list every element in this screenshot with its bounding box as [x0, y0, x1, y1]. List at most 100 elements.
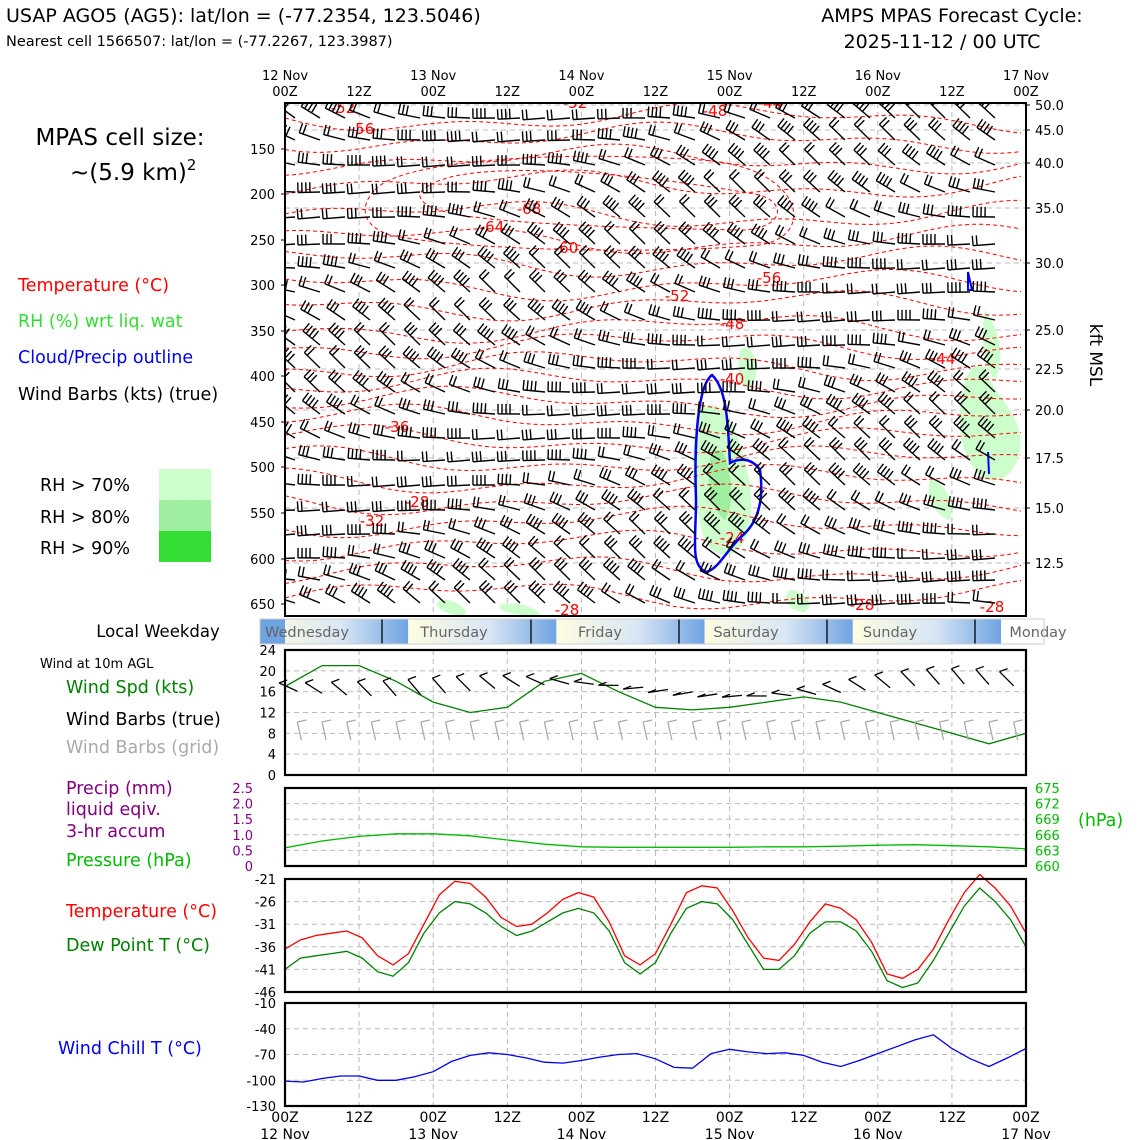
wind-barb-feather	[959, 498, 963, 509]
wind-barb	[523, 360, 546, 369]
wind-barb	[522, 163, 546, 166]
wind-barb-feather	[380, 128, 383, 139]
wind-barb-feather	[556, 494, 563, 505]
wind-barb-feather	[575, 490, 582, 500]
wind-barb-feather	[712, 519, 721, 528]
wind-barb-feather	[506, 559, 515, 569]
wind-barb-10m-feather	[721, 693, 731, 698]
wind-barb-feather	[803, 396, 810, 407]
wind-barb-feather	[759, 592, 762, 603]
wind-barb-feather	[334, 547, 337, 558]
wind-barb	[285, 381, 296, 393]
wind-barb-feather	[722, 399, 727, 410]
pressure-unit: (hPa)	[1078, 811, 1123, 831]
wind-barb-feather	[528, 327, 535, 337]
wind-barb-feather	[401, 425, 404, 437]
wind-barb-feather	[861, 177, 869, 187]
wind-barb-feather	[549, 326, 555, 337]
pressure-tick: 675	[1035, 782, 1060, 797]
temperature-line	[284, 873, 1027, 980]
wind-barb-feather	[876, 463, 885, 473]
wind-barb	[899, 181, 921, 193]
wind-barb-feather	[880, 547, 883, 558]
wind-barb-feather	[328, 103, 334, 111]
wind-barb-feather	[376, 543, 381, 555]
wind-barb-feather	[631, 223, 640, 232]
wind-barb	[351, 590, 371, 604]
wind-barb	[453, 276, 471, 293]
wind-barb-feather	[884, 547, 887, 558]
wind-barb-feather	[955, 120, 963, 130]
wind-barb-feather	[426, 558, 434, 568]
wind-barb-feather	[558, 517, 566, 527]
wind-barb-feather	[950, 234, 953, 245]
wind-barb-feather	[946, 571, 949, 582]
wind-barb-grid	[395, 721, 401, 741]
wind-barb-feather	[747, 278, 751, 289]
wind-barb-10m	[330, 681, 348, 696]
wind-barb-feather	[851, 170, 859, 180]
wind-barb-feather	[896, 283, 899, 294]
wind-barb-feather	[325, 501, 328, 512]
temperature-contour-label: -44	[758, 94, 783, 112]
wind-barb-feather	[651, 425, 655, 436]
wind-barb-feather	[509, 250, 517, 260]
wind-barb-feather	[353, 322, 362, 331]
wind-barb	[873, 240, 896, 245]
wind-barb-feather	[611, 495, 618, 505]
wind-barb-feather	[829, 311, 832, 322]
wind-barb-feather	[372, 128, 375, 139]
wind-barb	[653, 494, 671, 511]
wind-barb-feather	[478, 557, 486, 566]
wind-barb-feather	[882, 175, 889, 186]
top-date-tick: 12 Nov	[262, 69, 308, 84]
wind-barb-feather	[426, 520, 430, 531]
wind-barb	[699, 570, 721, 581]
wind-barb	[752, 445, 771, 461]
wind-barb-feather	[827, 517, 834, 527]
bottom-hour-tick: 00Z	[568, 1110, 595, 1126]
wind-barb-feather	[432, 563, 440, 573]
wind-barb-feather	[778, 461, 788, 470]
wind-barb-feather	[806, 439, 815, 449]
wind-barb-feather	[522, 472, 526, 483]
wind-barb-feather	[399, 249, 406, 259]
wind-barb	[523, 117, 546, 121]
wind-barb-feather	[556, 559, 565, 568]
wind-barb-feather	[277, 473, 278, 483]
wind-barb-feather	[528, 580, 537, 589]
wind-barb	[773, 387, 796, 393]
wind-barb	[547, 390, 571, 393]
wind-barb-feather	[623, 147, 630, 157]
wind-barb-feather	[512, 253, 520, 262]
wind-barb-feather	[951, 496, 955, 507]
wind-barb-feather	[432, 251, 439, 262]
wind-barb-feather	[348, 422, 353, 433]
wind-barb-feather	[837, 470, 846, 479]
wind-barb	[725, 128, 746, 141]
wind-barb-feather	[452, 227, 459, 238]
wind-barb-feather	[404, 476, 407, 487]
wind-barb-feather	[736, 445, 744, 455]
height-tick: 17.5	[1035, 452, 1064, 467]
wind-barb	[898, 529, 921, 535]
wind-barb-10m-feather	[623, 685, 632, 690]
wind-barb-feather	[554, 198, 561, 209]
wind-barb-feather	[882, 376, 889, 386]
wind-barb-feather	[926, 204, 930, 215]
wind-barb	[803, 469, 821, 486]
wind-barb-feather	[811, 423, 819, 433]
wind-barb	[823, 364, 846, 369]
weekday-strip: Wednesday Thursday Friday Saturday Sunday Mon…	[259, 618, 1067, 645]
wind-barb-feather	[659, 107, 662, 118]
wind-barb-feather	[508, 108, 511, 119]
wind-barb	[848, 362, 871, 369]
wind-barb-feather	[661, 177, 669, 187]
wind-barb-feather	[501, 536, 510, 546]
wind-barb-feather	[479, 539, 487, 549]
weekday-label: Local Weekday	[96, 622, 220, 641]
wind-barb-feather	[800, 311, 803, 322]
wind-barb-feather	[779, 515, 787, 525]
wind-barb-feather	[903, 391, 911, 400]
